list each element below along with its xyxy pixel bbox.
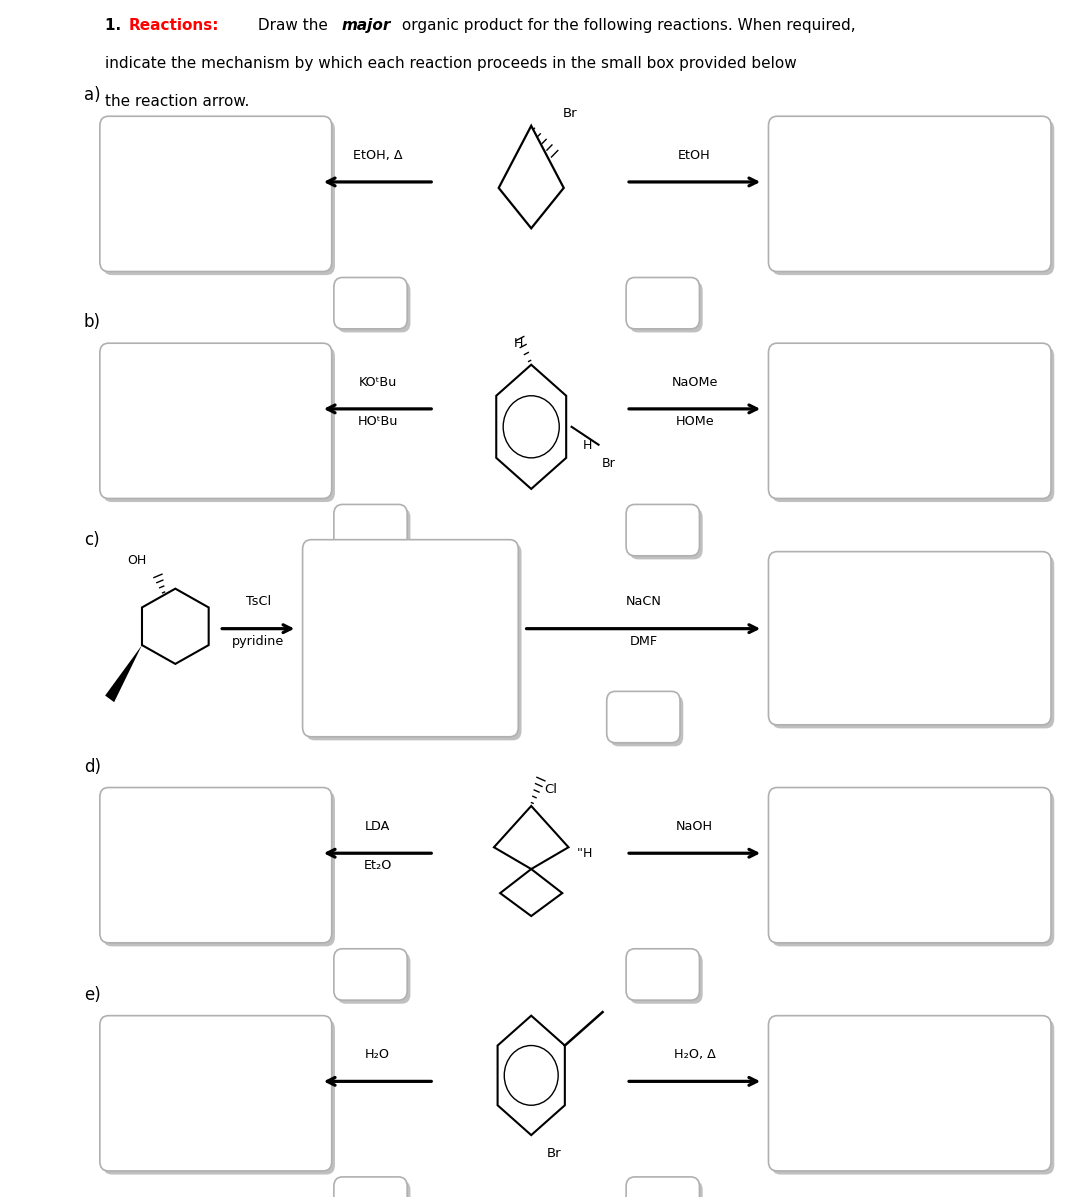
Text: pyridine: pyridine <box>232 635 284 648</box>
FancyBboxPatch shape <box>769 552 1051 725</box>
Text: EtOH, Δ: EtOH, Δ <box>352 149 402 162</box>
Text: H₂O: H₂O <box>365 1048 390 1061</box>
FancyBboxPatch shape <box>772 347 1055 502</box>
FancyBboxPatch shape <box>630 1181 702 1200</box>
Text: H: H <box>582 439 592 451</box>
Text: TsCl: TsCl <box>246 595 271 608</box>
Text: Br: Br <box>563 107 578 120</box>
FancyBboxPatch shape <box>627 277 699 329</box>
FancyBboxPatch shape <box>630 953 702 1003</box>
FancyBboxPatch shape <box>769 787 1051 943</box>
FancyBboxPatch shape <box>103 347 335 502</box>
FancyBboxPatch shape <box>337 953 411 1003</box>
Text: organic product for the following reactions. When required,: organic product for the following reacti… <box>398 18 856 32</box>
FancyBboxPatch shape <box>100 787 332 943</box>
FancyBboxPatch shape <box>302 540 518 737</box>
FancyBboxPatch shape <box>769 343 1051 498</box>
Text: the reaction arrow.: the reaction arrow. <box>105 94 249 109</box>
FancyBboxPatch shape <box>337 508 411 559</box>
Text: LDA: LDA <box>365 820 390 833</box>
FancyBboxPatch shape <box>627 1177 699 1200</box>
Text: NaCN: NaCN <box>625 595 661 608</box>
Text: ''H: ''H <box>577 847 593 859</box>
Text: OH: OH <box>127 554 146 568</box>
FancyBboxPatch shape <box>630 281 702 332</box>
FancyBboxPatch shape <box>769 1015 1051 1171</box>
Text: Br: Br <box>546 1147 562 1160</box>
FancyBboxPatch shape <box>607 691 680 743</box>
FancyBboxPatch shape <box>627 504 699 556</box>
Text: Cl: Cl <box>544 784 557 797</box>
FancyBboxPatch shape <box>100 343 332 498</box>
Text: major: major <box>341 18 391 32</box>
FancyBboxPatch shape <box>103 120 335 275</box>
FancyBboxPatch shape <box>306 544 521 740</box>
FancyBboxPatch shape <box>769 116 1051 271</box>
Text: Draw the: Draw the <box>253 18 333 32</box>
Text: EtOH: EtOH <box>679 149 711 162</box>
Text: NaOMe: NaOMe <box>671 376 718 389</box>
Text: d): d) <box>83 757 101 775</box>
Text: DMF: DMF <box>630 635 657 648</box>
FancyBboxPatch shape <box>334 949 408 1000</box>
FancyBboxPatch shape <box>100 116 332 271</box>
Text: Et₂O: Et₂O <box>363 859 391 872</box>
Text: indicate the mechanism by which each reaction proceeds in the small box provided: indicate the mechanism by which each rea… <box>105 56 797 71</box>
Text: HOᵗBu: HOᵗBu <box>358 415 398 428</box>
FancyBboxPatch shape <box>337 1181 411 1200</box>
FancyBboxPatch shape <box>772 120 1055 275</box>
Polygon shape <box>105 646 142 702</box>
Text: e): e) <box>83 985 101 1003</box>
Text: a): a) <box>83 86 101 104</box>
FancyBboxPatch shape <box>334 277 408 329</box>
Text: b): b) <box>83 313 101 331</box>
Text: Br: Br <box>602 457 616 469</box>
Text: 1.: 1. <box>105 18 127 32</box>
FancyBboxPatch shape <box>334 504 408 556</box>
FancyBboxPatch shape <box>772 556 1055 728</box>
Text: KOᵗBu: KOᵗBu <box>359 376 397 389</box>
Text: c): c) <box>83 530 100 548</box>
Text: H₂O, Δ: H₂O, Δ <box>673 1048 715 1061</box>
FancyBboxPatch shape <box>103 1019 335 1175</box>
Text: Reactions:: Reactions: <box>129 18 219 32</box>
Text: H: H <box>514 337 522 350</box>
FancyBboxPatch shape <box>627 949 699 1000</box>
FancyBboxPatch shape <box>337 281 411 332</box>
FancyBboxPatch shape <box>610 695 683 746</box>
FancyBboxPatch shape <box>772 791 1055 947</box>
FancyBboxPatch shape <box>772 1019 1055 1175</box>
Text: NaOH: NaOH <box>676 820 713 833</box>
Text: HOMe: HOMe <box>675 415 714 428</box>
FancyBboxPatch shape <box>103 791 335 947</box>
FancyBboxPatch shape <box>100 1015 332 1171</box>
FancyBboxPatch shape <box>334 1177 408 1200</box>
FancyBboxPatch shape <box>630 508 702 559</box>
